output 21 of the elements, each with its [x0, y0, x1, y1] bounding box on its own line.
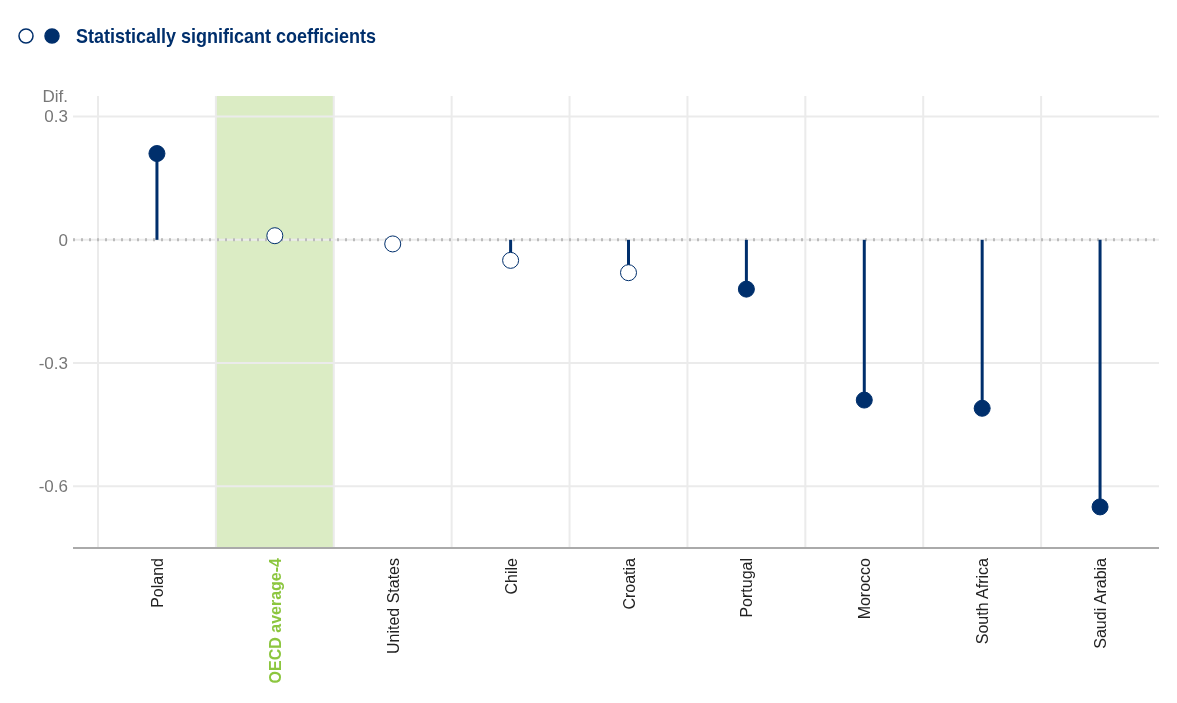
- point: [1091, 498, 1109, 516]
- x-tick-label: Saudi Arabia: [1092, 557, 1110, 649]
- y-tick-label: 0.3: [44, 107, 68, 127]
- y-tick-label: -0.6: [38, 477, 68, 497]
- x-tick-label: Poland: [148, 558, 166, 608]
- point: [148, 145, 166, 163]
- legend-label: Statistically significant coefficients: [76, 25, 376, 48]
- y-tick-label: -0.3: [38, 354, 68, 374]
- x-tick-label: Croatia: [620, 557, 638, 610]
- x-tick-label: United States: [384, 558, 402, 655]
- point: [973, 399, 991, 417]
- point: [737, 280, 755, 298]
- x-tick-label: OECD average-4: [266, 557, 284, 684]
- point: [855, 391, 873, 409]
- x-tick-label: Chile: [502, 557, 520, 595]
- point: [266, 227, 284, 245]
- x-tick-label: Morocco: [856, 557, 874, 620]
- x-tick-label: Portugal: [738, 558, 756, 618]
- x-tick-label: South Africa: [974, 557, 992, 645]
- y-tick-label: 0: [58, 230, 68, 250]
- y-axis-title: Dif.: [42, 87, 68, 106]
